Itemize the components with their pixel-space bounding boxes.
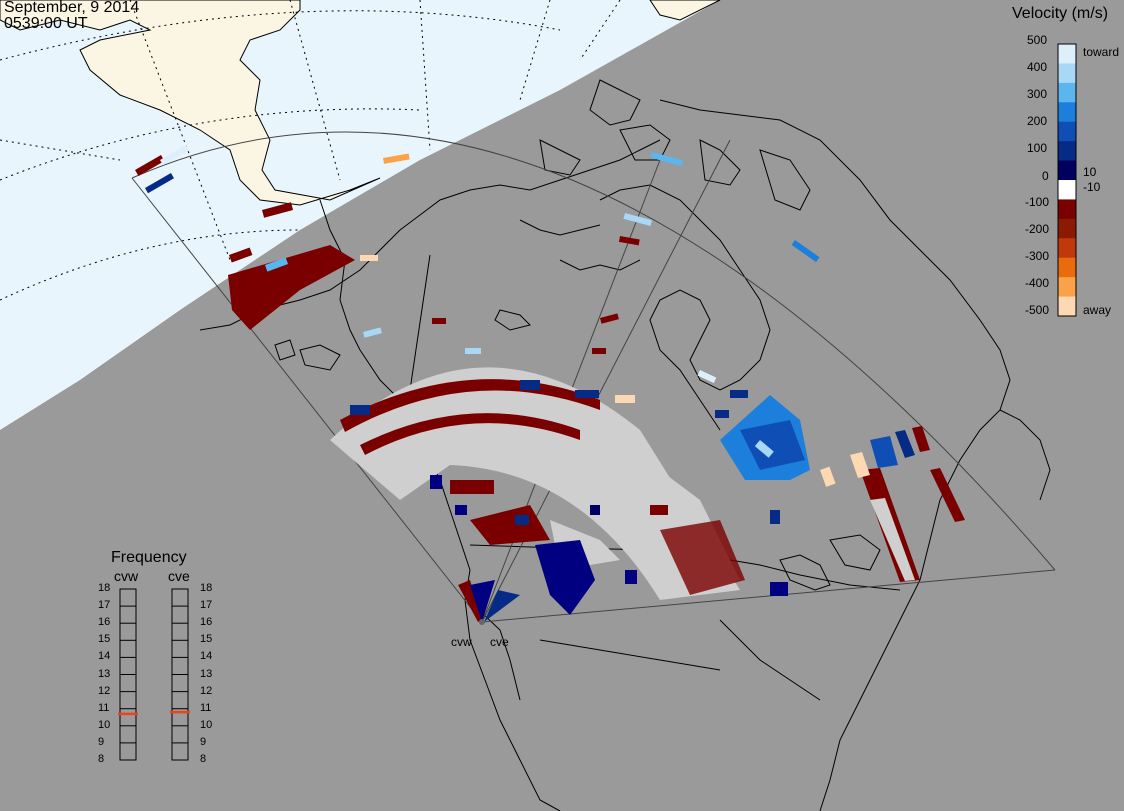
date-label: September, 9 2014 xyxy=(4,0,140,16)
radar-label-cvw: cvw xyxy=(451,635,472,649)
frequency-tick-label: 8 xyxy=(98,753,105,765)
colorbar-tick-label: 500 xyxy=(1027,33,1048,47)
colorbar-swatch xyxy=(1058,277,1076,298)
frequency-tick-label: 16 xyxy=(200,616,213,629)
frequency-tick-label: 12 xyxy=(200,684,213,697)
frequency-panel xyxy=(118,588,190,761)
colorbar-swatch xyxy=(1058,257,1076,278)
colorbar-tick-label: 10 xyxy=(1083,165,1097,179)
frequency-tick-label: 8 xyxy=(200,753,207,765)
frequency-tick-label: 12 xyxy=(98,684,111,697)
colorbar-swatch xyxy=(1058,141,1076,162)
frequency-tick-label: 18 xyxy=(98,582,111,594)
frequency-tick-label: 9 xyxy=(200,735,207,748)
colorbar-tick-label: -200 xyxy=(1025,222,1050,236)
colorbar-tick-label: 300 xyxy=(1027,87,1048,101)
frequency-tick-label: 11 xyxy=(98,701,110,714)
colorbar-tick-label: -10 xyxy=(1083,180,1101,194)
frequency-tick-label: 14 xyxy=(98,650,111,663)
coastlines xyxy=(199,79,1051,811)
colorbar-swatch xyxy=(1058,44,1076,64)
colorbar-swatch xyxy=(1058,218,1076,239)
colorbar-tick-label: -400 xyxy=(1025,276,1050,290)
colorbar-tick-label: -300 xyxy=(1025,249,1050,263)
frequency-tick-label: 16 xyxy=(98,616,111,629)
frequency-tick-label: 10 xyxy=(98,718,111,731)
frequency-tick-label: 13 xyxy=(98,667,111,680)
velocity-colorbar xyxy=(1057,43,1077,317)
colorbar-swatch xyxy=(1058,121,1076,142)
colorbar-swatch xyxy=(1058,238,1076,259)
daylight-land xyxy=(0,0,381,206)
frequency-tick-label: 15 xyxy=(200,633,213,646)
colorbar-title: Velocity (m/s) xyxy=(1012,5,1109,22)
frequency-tick-label: 13 xyxy=(200,667,213,680)
toward-label: toward xyxy=(1083,45,1120,59)
graticule xyxy=(0,0,621,301)
radar-label-cve: cve xyxy=(490,635,509,649)
frequency-tick-label: 11 xyxy=(200,701,212,714)
frequency-radar-cve-label: cve xyxy=(168,568,190,584)
frequency-tick-label: 18 xyxy=(200,582,213,594)
frequency-tick-label: 15 xyxy=(98,633,111,646)
colorbar-swatch xyxy=(1058,180,1076,200)
frequency-tick-label: 17 xyxy=(98,599,111,612)
frequency-tick-label: 10 xyxy=(200,718,213,731)
greenland-day xyxy=(649,0,721,21)
frequency-tick-label: 14 xyxy=(200,650,213,663)
colorbar-tick-label: -500 xyxy=(1025,303,1050,317)
away-label: away xyxy=(1083,303,1112,317)
frequency-radar-cvw-label: cvw xyxy=(114,568,139,584)
time-label: 0539:00 UT xyxy=(4,15,88,32)
colorbar-tick-label: 400 xyxy=(1027,60,1048,74)
colorbar-swatch xyxy=(1058,296,1076,317)
colorbar-swatch xyxy=(1058,63,1076,84)
colorbar-tick-label: 100 xyxy=(1027,141,1048,155)
frequency-tick-label: 17 xyxy=(200,599,213,612)
colorbar-tick-label: -100 xyxy=(1025,195,1050,209)
colorbar-tick-label: 0 xyxy=(1042,169,1049,183)
frequency-tick-label: 9 xyxy=(98,735,105,748)
colorbar-swatch xyxy=(1058,160,1076,181)
frequency-title: Frequency xyxy=(111,549,187,566)
radar-site-marker xyxy=(479,619,485,625)
colorbar-outline xyxy=(1057,43,1077,317)
colorbar-tick-label: 200 xyxy=(1027,114,1048,128)
colorbar-swatch xyxy=(1058,82,1076,103)
colorbar-swatch xyxy=(1058,199,1076,220)
velocity-cells xyxy=(135,145,965,622)
colorbar-swatch xyxy=(1058,102,1076,123)
